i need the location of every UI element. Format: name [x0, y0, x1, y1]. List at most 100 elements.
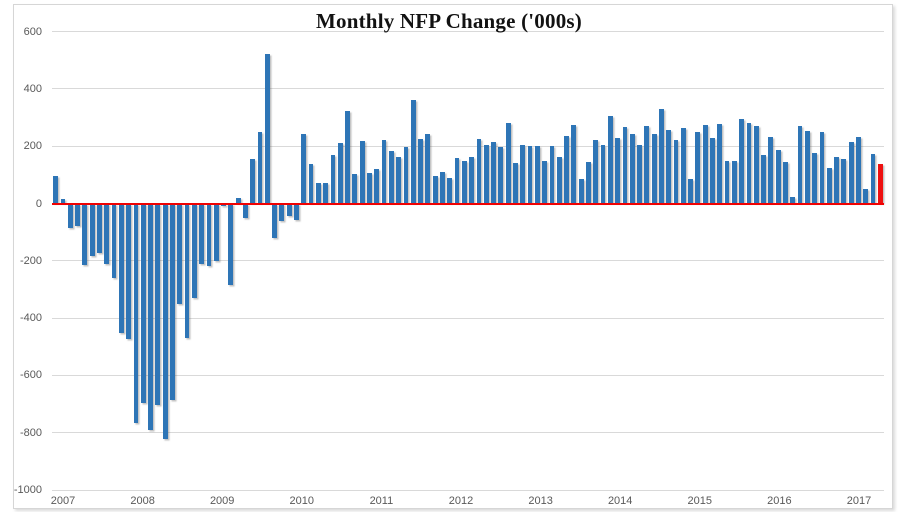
bar	[731, 160, 737, 204]
bar	[89, 203, 95, 256]
bar	[469, 157, 475, 204]
bar	[454, 157, 460, 204]
bar	[746, 123, 752, 204]
bar	[184, 203, 190, 339]
bar	[637, 145, 642, 204]
bar	[140, 203, 146, 404]
bar	[549, 145, 555, 204]
bar	[856, 137, 861, 204]
bar	[804, 131, 810, 204]
x-axis-year-label: 2009	[209, 495, 235, 507]
bar	[483, 145, 489, 204]
bar	[600, 145, 606, 204]
bar	[848, 141, 854, 204]
x-axis-year-label: 2013	[528, 495, 553, 507]
bar	[432, 175, 438, 204]
bar	[315, 183, 321, 204]
bar	[761, 155, 766, 204]
bar	[826, 167, 832, 204]
x-axis-year-label: 2007	[50, 495, 76, 507]
bar	[498, 147, 504, 204]
bar	[476, 139, 482, 204]
x-axis-year-label: 2015	[687, 495, 713, 507]
bar	[513, 163, 518, 204]
bar	[629, 133, 635, 204]
bar	[374, 168, 380, 204]
bar	[542, 160, 548, 204]
bar	[717, 124, 723, 204]
y-axis-tick-label: 200	[23, 140, 42, 153]
bar	[564, 135, 569, 204]
bar	[644, 125, 650, 204]
bar-latest-highlighted	[877, 163, 883, 204]
bar	[191, 203, 197, 298]
bar	[586, 162, 591, 204]
bar	[710, 138, 715, 204]
bar	[819, 132, 825, 204]
bar	[425, 133, 431, 204]
bar	[75, 203, 80, 227]
bar	[556, 156, 562, 204]
bar	[155, 203, 161, 405]
bar	[695, 131, 701, 204]
bar	[440, 171, 445, 204]
bar	[367, 173, 372, 204]
bar	[447, 178, 453, 204]
bar	[228, 203, 234, 285]
bar	[790, 196, 796, 204]
bar	[148, 203, 153, 431]
bar	[410, 100, 416, 204]
bar	[783, 162, 788, 204]
bar	[702, 125, 708, 204]
bar	[213, 203, 219, 261]
bar	[264, 53, 270, 204]
bar	[870, 153, 876, 204]
x-axis-year-label: 2008	[130, 495, 155, 507]
bar	[381, 140, 387, 204]
bar	[162, 203, 168, 440]
bar	[272, 203, 277, 239]
bar	[279, 203, 285, 221]
bar	[520, 145, 526, 204]
bar	[60, 199, 66, 204]
bar	[133, 203, 139, 423]
x-axis-year-label: 2016	[767, 495, 792, 507]
y-gridline	[52, 145, 884, 147]
bar	[257, 131, 263, 204]
bar	[841, 159, 847, 204]
bar	[863, 189, 869, 204]
bar	[680, 127, 686, 204]
bar	[724, 160, 730, 204]
bar	[688, 179, 693, 204]
bar	[753, 125, 759, 204]
bar	[527, 146, 533, 204]
y-axis-tick-label: -200	[19, 254, 42, 267]
y-axis-tick-label: 0	[35, 197, 42, 210]
bar	[67, 203, 73, 229]
bar	[352, 174, 358, 204]
bar	[388, 151, 394, 204]
bar	[768, 136, 774, 204]
bar	[301, 134, 307, 204]
bar	[775, 150, 781, 204]
bar	[177, 203, 183, 305]
bar	[834, 156, 839, 204]
bar	[206, 203, 212, 267]
zero-axis-line	[52, 202, 884, 205]
bar	[622, 127, 628, 204]
bar	[243, 203, 248, 218]
y-axis-tick-label: -800	[19, 426, 42, 439]
bar	[170, 203, 175, 401]
x-axis-year-label: 2012	[448, 495, 474, 507]
bar	[53, 175, 59, 204]
bar	[359, 141, 365, 204]
y-gridline	[52, 432, 884, 434]
bar	[82, 203, 88, 265]
bar	[345, 111, 350, 204]
bar	[330, 155, 336, 204]
bar	[491, 142, 496, 204]
x-axis-year-label: 2014	[607, 495, 633, 507]
bar	[396, 156, 402, 204]
bar	[235, 198, 241, 204]
